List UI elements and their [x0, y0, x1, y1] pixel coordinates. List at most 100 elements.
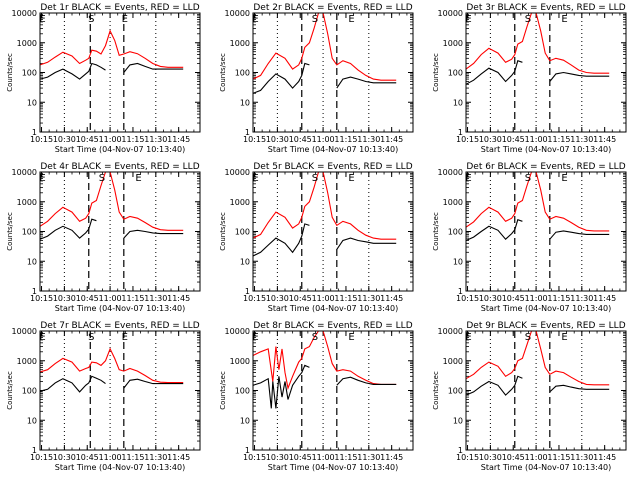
time-marker-label: E — [465, 14, 471, 25]
time-marker-label: E — [39, 173, 45, 184]
panel-title: Det 1r BLACK = Events, RED = LLD — [40, 3, 199, 13]
y-tick-label: 10000 — [225, 9, 250, 18]
x-tick-label: 11:30 — [570, 294, 593, 303]
y-tick-label: 10 — [27, 416, 37, 425]
x-tick-label: 11:30 — [144, 294, 167, 303]
lld-series-line — [465, 330, 610, 386]
y-axis-label: Counts/sec — [6, 371, 14, 410]
x-tick-label: 11:45 — [167, 294, 190, 303]
y-tick-label: 1 — [458, 287, 463, 296]
x-axis-label: Start Time (04-Nov-07 10:13:40) — [481, 463, 611, 472]
x-axis-label: Start Time (04-Nov-07 10:13:40) — [268, 145, 398, 154]
y-tick-label: 1000 — [443, 39, 463, 48]
y-axis-label: Counts/sec — [432, 53, 440, 92]
y-tick-label: 1000 — [17, 198, 37, 207]
detector-panel: Det 3r BLACK = Events, RED = LLD Counts/s… — [432, 3, 627, 154]
events-series-line — [465, 375, 610, 396]
y-tick-label: 1 — [32, 128, 37, 137]
y-tick-label: 10 — [240, 257, 250, 266]
time-marker-label: S — [525, 332, 531, 343]
time-marker-label: S — [525, 173, 531, 184]
x-tick-label: 11:00 — [99, 135, 122, 144]
x-axis-label: Start Time (04-Nov-07 10:13:40) — [268, 463, 398, 472]
plot-frame — [252, 171, 414, 292]
y-tick-label: 1 — [458, 446, 463, 455]
panel-title: Det 5r BLACK = Events, RED = LLD — [253, 162, 412, 172]
y-tick-label: 10 — [27, 257, 37, 266]
time-marker-label: E — [348, 332, 354, 343]
x-tick-label: 10:45 — [76, 453, 99, 462]
x-axis-label: Start Time (04-Nov-07 10:13:40) — [55, 304, 185, 313]
y-tick-label: 1000 — [17, 39, 37, 48]
x-tick-label: 11:45 — [380, 135, 403, 144]
plot-frame — [465, 330, 627, 451]
x-tick-label: 11:45 — [593, 453, 616, 462]
y-tick-label: 100 — [448, 69, 463, 78]
y-axis-label: Counts/sec — [432, 371, 440, 410]
time-marker-label: E — [561, 173, 567, 184]
x-tick-label: 11:00 — [525, 453, 548, 462]
x-tick-label: 10:45 — [76, 135, 99, 144]
x-tick-label: 11:15 — [547, 294, 570, 303]
y-tick-label: 10000 — [438, 168, 463, 177]
y-tick-label: 1 — [458, 128, 463, 137]
y-tick-label: 10000 — [12, 168, 37, 177]
time-marker-label: E — [561, 14, 567, 25]
y-tick-label: 10 — [240, 98, 250, 107]
y-tick-label: 1000 — [17, 357, 37, 366]
time-marker-label: E — [561, 332, 567, 343]
x-tick-label: 10:30 — [53, 294, 76, 303]
x-tick-label: 10:15 — [456, 135, 479, 144]
y-tick-label: 10000 — [438, 327, 463, 336]
x-tick-label: 11:15 — [334, 135, 357, 144]
x-tick-label: 11:15 — [121, 135, 144, 144]
plot-frame — [465, 171, 627, 292]
lld-series-line — [465, 171, 610, 232]
panel-title: Det 9r BLACK = Events, RED = LLD — [466, 321, 625, 331]
time-marker-label: E — [252, 173, 258, 184]
panel-title: Det 8r BLACK = Events, RED = LLD — [253, 321, 412, 331]
time-marker-label: S — [312, 14, 318, 25]
y-tick-label: 100 — [235, 228, 250, 237]
y-tick-label: 10 — [453, 257, 463, 266]
plot-frame — [39, 330, 201, 451]
x-tick-label: 10:30 — [53, 135, 76, 144]
events-series-line — [39, 62, 184, 80]
detector-panel: Det 9r BLACK = Events, RED = LLD Counts/s… — [432, 321, 627, 472]
events-series-line — [39, 218, 184, 240]
time-marker-label: S — [312, 173, 318, 184]
lld-series-line — [465, 12, 610, 74]
y-tick-label: 10 — [453, 98, 463, 107]
x-tick-label: 10:45 — [289, 294, 312, 303]
x-tick-label: 11:30 — [144, 135, 167, 144]
time-marker-label: E — [122, 332, 128, 343]
x-tick-label: 10:45 — [289, 453, 312, 462]
panel-title: Det 2r BLACK = Events, RED = LLD — [253, 3, 412, 13]
plot-frame — [252, 330, 414, 451]
y-tick-label: 1 — [245, 128, 250, 137]
x-axis-label: Start Time (04-Nov-07 10:13:40) — [481, 304, 611, 313]
x-axis-label: Start Time (04-Nov-07 10:13:40) — [55, 463, 185, 472]
x-axis-label: Start Time (04-Nov-07 10:13:40) — [55, 145, 185, 154]
time-marker-label: S — [525, 14, 531, 25]
x-tick-label: 10:30 — [479, 453, 502, 462]
y-tick-label: 1000 — [230, 39, 250, 48]
y-tick-label: 100 — [22, 387, 37, 396]
y-axis-label: Counts/sec — [219, 212, 227, 251]
x-tick-label: 10:15 — [243, 453, 266, 462]
detector-panel: Det 1r BLACK = Events, RED = LLD Counts/s… — [6, 3, 201, 154]
time-marker-label: S — [88, 14, 94, 25]
plot-frame — [465, 12, 627, 133]
y-tick-label: 100 — [235, 69, 250, 78]
panel-title: Det 6r BLACK = Events, RED = LLD — [466, 162, 625, 172]
x-tick-label: 11:45 — [380, 453, 403, 462]
x-tick-label: 11:00 — [99, 453, 122, 462]
plot-frame — [39, 12, 201, 133]
y-tick-label: 100 — [235, 387, 250, 396]
time-marker-label: E — [348, 14, 354, 25]
detector-panel: Det 2r BLACK = Events, RED = LLD Counts/s… — [219, 3, 414, 154]
time-marker-label: E — [135, 173, 141, 184]
x-tick-label: 11:15 — [334, 294, 357, 303]
lld-series-line — [39, 171, 184, 231]
